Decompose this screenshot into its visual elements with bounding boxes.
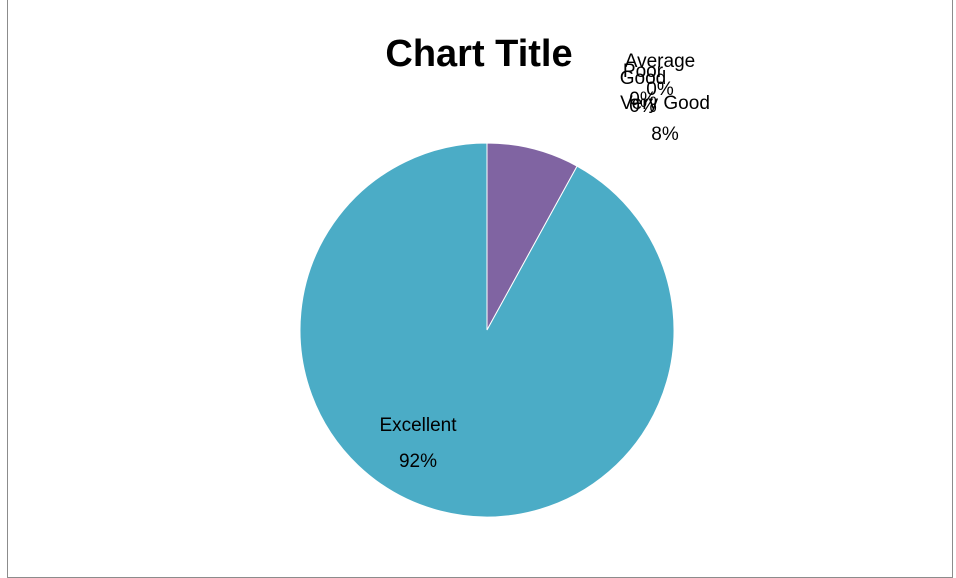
pie-slices xyxy=(299,142,675,518)
data-label-excellent-percent: 92% xyxy=(399,451,437,472)
pie-slice-excellent xyxy=(299,142,675,518)
data-label-poor-percent: 0% xyxy=(629,89,657,110)
chart-title: Chart Title xyxy=(385,33,572,75)
data-label-very-good-percent: 8% xyxy=(651,124,679,145)
data-label-good-name: Good xyxy=(620,68,666,89)
data-label-good-percent: 0% xyxy=(629,96,657,117)
data-label-average-name: Average xyxy=(625,51,695,72)
data-label-very-good-name: Very Good xyxy=(620,93,710,114)
data-label-poor-name: Poor xyxy=(623,61,664,82)
data-label-average-percent: 0% xyxy=(646,79,674,100)
pie-slice-very-good xyxy=(486,142,578,331)
data-label-excellent-name: Excellent xyxy=(379,415,457,436)
